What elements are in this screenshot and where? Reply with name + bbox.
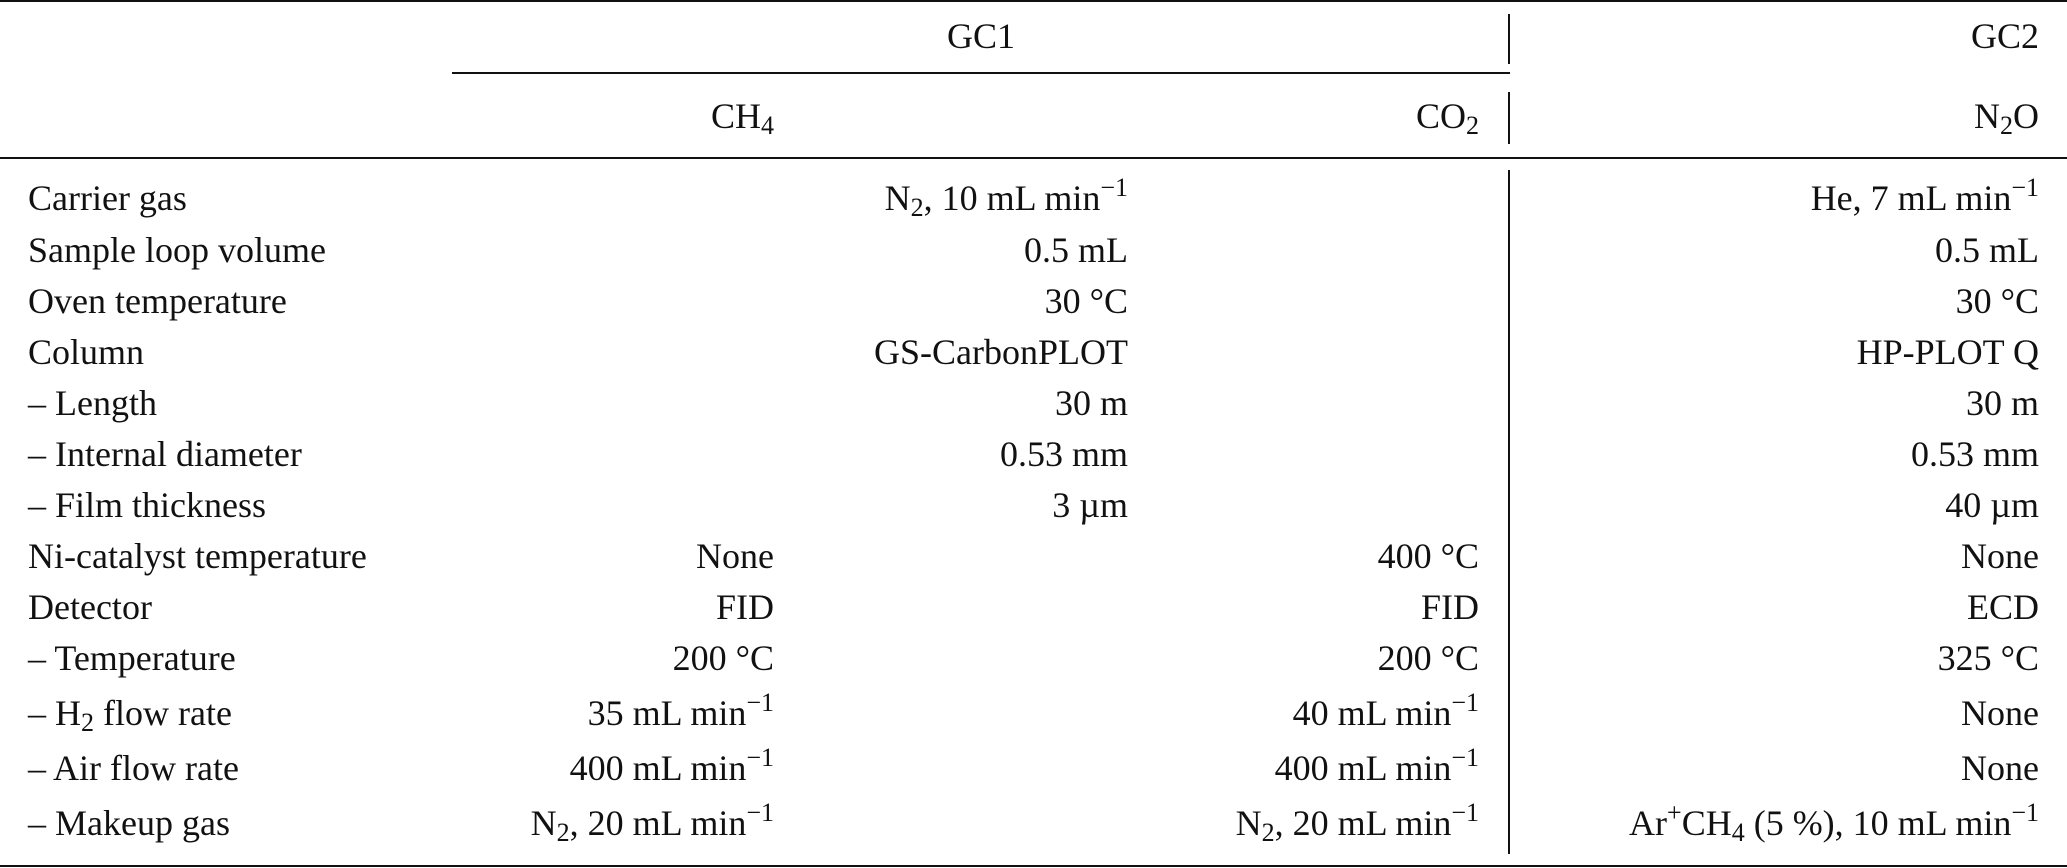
header-gc2: GC2	[1970, 16, 2039, 56]
cell-gc2: He, 7 mL min−1	[1810, 173, 2039, 219]
table-bottom-rule	[0, 865, 2067, 867]
row-label: – Length	[28, 383, 157, 423]
cell-gc2: None	[1961, 536, 2039, 576]
header-n2o: N2O	[1974, 96, 2039, 140]
row-label: Carrier gas	[28, 178, 187, 218]
cell-ch4: N2, 20 mL min−1	[530, 798, 774, 847]
cell-gc2: 30 °C	[1955, 281, 2039, 321]
cell-co2: 200 °C	[1377, 638, 1479, 678]
cell-gc1: 30 °C	[1044, 281, 1128, 321]
column-separator	[1508, 92, 1510, 144]
row-label: – Film thickness	[28, 485, 267, 525]
column-separator	[1508, 170, 1510, 854]
cell-gc1: 3 µm	[1052, 485, 1128, 525]
cell-ch4: None	[696, 536, 774, 576]
row-label: Column	[28, 332, 145, 372]
header-ch4: CH4	[710, 96, 774, 140]
cell-co2: 40 mL min−1	[1292, 688, 1479, 734]
row-label: – Air flow rate	[28, 748, 239, 788]
gc1-header-underline	[452, 72, 1510, 74]
cell-co2: 400 °C	[1377, 536, 1479, 576]
header-gc1: GC1	[946, 16, 1015, 56]
cell-gc2: 0.53 mm	[1910, 434, 2039, 474]
cell-co2: FID	[1420, 587, 1479, 627]
header-co2: CO2	[1415, 96, 1479, 140]
cell-gc2: 0.5 mL	[1935, 230, 2039, 270]
row-label: Ni-catalyst temperature	[28, 536, 367, 576]
row-label: – Internal diameter	[28, 434, 302, 474]
row-label: Detector	[28, 587, 152, 627]
cell-gc2: ECD	[1967, 587, 2039, 627]
cell-ch4: 400 mL min−1	[569, 743, 774, 789]
cell-ch4: 200 °C	[672, 638, 774, 678]
row-label: Sample loop volume	[28, 230, 326, 270]
cell-ch4: FID	[715, 587, 774, 627]
cell-co2: N2, 20 mL min−1	[1235, 798, 1479, 847]
row-label: – Temperature	[28, 638, 236, 678]
cell-gc2: Ar+CH4 (5 %), 10 mL min−1	[1629, 798, 2039, 847]
cell-gc1: 0.53 mm	[999, 434, 1128, 474]
cell-co2: 400 mL min−1	[1274, 743, 1479, 789]
cell-ch4: 35 mL min−1	[587, 688, 774, 734]
table-header-rule	[0, 157, 2067, 159]
table-top-rule	[0, 0, 2067, 2]
cell-gc1: N2, 10 mL min−1	[884, 173, 1128, 222]
row-label: – Makeup gas	[28, 803, 230, 843]
cell-gc1: GS-CarbonPLOT	[874, 332, 1128, 372]
cell-gc2: None	[1961, 748, 2039, 788]
cell-gc2: HP-PLOT Q	[1856, 332, 2039, 372]
cell-gc2: None	[1961, 693, 2039, 733]
cell-gc2: 325 °C	[1937, 638, 2039, 678]
row-label: Oven temperature	[28, 281, 287, 321]
cell-gc2: 40 µm	[1945, 485, 2039, 525]
column-separator	[1508, 14, 1510, 64]
cell-gc1: 30 m	[1054, 383, 1128, 423]
cell-gc2: 30 m	[1965, 383, 2039, 423]
cell-gc1: 0.5 mL	[1024, 230, 1128, 270]
row-label: – H2 flow rate	[28, 693, 232, 737]
